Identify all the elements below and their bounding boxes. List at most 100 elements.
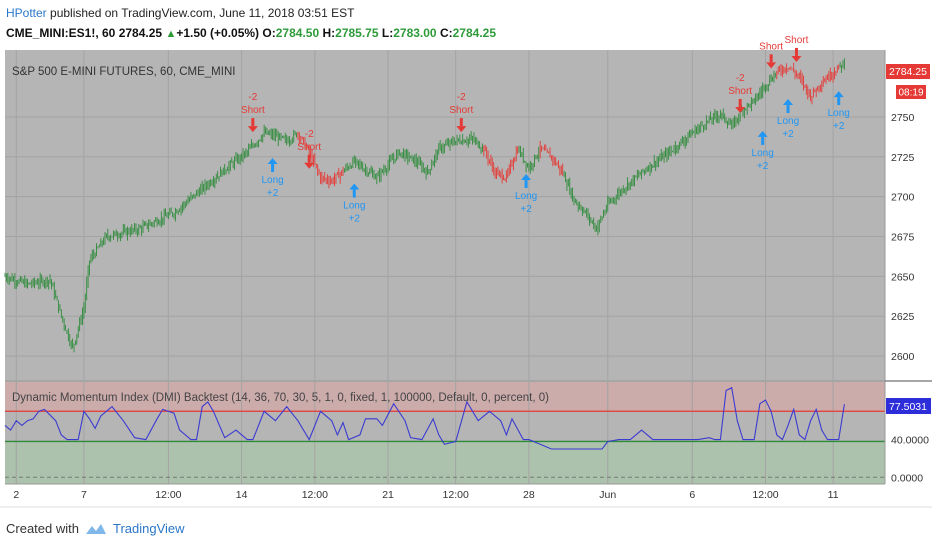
time-tick-label: Jun — [599, 489, 616, 501]
long-signal-qty: +2 — [782, 129, 794, 140]
dmi-indicator-line — [4, 386, 845, 450]
long-signal: Long +2 — [828, 91, 850, 132]
short-signal: -2 Short — [728, 73, 752, 113]
tradingview-logo-icon — [85, 523, 106, 534]
long-signal: Long +2 — [261, 158, 284, 199]
high-label: H: — [322, 26, 336, 40]
time-axis-labels: 2 7 12:00 14 12:00 21 12:00 28 Jun 6 12:00 11 — [13, 489, 838, 501]
time-tick-label: 28 — [523, 489, 535, 501]
main-pane-background — [5, 50, 885, 380]
down-arrow-icon — [304, 162, 315, 169]
up-arrow-icon — [521, 173, 532, 180]
time-tick-label: 11 — [828, 489, 839, 501]
indicator-value-text: 77.5031 — [889, 401, 927, 413]
open-value: 2784.50 — [275, 26, 320, 40]
up-triangle-icon: ▲ — [165, 28, 177, 40]
short-signal-qty: -2 — [248, 92, 257, 103]
down-arrow-icon — [794, 47, 798, 56]
time-tick-label: 12:00 — [155, 489, 181, 501]
indicator-pane-title: Dynamic Momentum Index (DMI) Backtest (1… — [12, 392, 549, 404]
trade-signals: -2 Short Long +2 -2 Short Long +2 -2 Short Long +2 -… — [241, 35, 850, 225]
up-arrow-icon — [757, 130, 768, 137]
low-label: L: — [381, 26, 394, 40]
open-label: O: — [262, 26, 276, 40]
short-signal-label: Short — [449, 105, 473, 116]
close-value: 2784.25 — [452, 26, 497, 40]
tradingview-brand-link[interactable]: TradingView — [112, 521, 185, 536]
published-text: published on TradingView.com, June 11, 2… — [46, 6, 355, 20]
time-tick-label: 7 — [81, 489, 87, 501]
long-signal-qty: +2 — [520, 204, 532, 215]
indicator-axis-labels: 40.0000 0.0000 — [891, 435, 929, 485]
price-axis-labels: 2600 2625 2650 2675 2700 2725 2750 — [891, 112, 915, 363]
price-tick-label: 2625 — [891, 311, 915, 323]
down-arrow-icon — [738, 98, 742, 107]
short-signal-qty: -2 — [457, 92, 466, 103]
last-price: 2784.25 — [118, 26, 163, 40]
up-arrow-icon — [783, 99, 794, 106]
price-tick-label: 2750 — [891, 112, 915, 124]
down-arrow-icon — [735, 106, 746, 113]
down-arrow-icon — [251, 118, 255, 127]
short-signal: -2 Short — [297, 129, 321, 169]
time-axis[interactable] — [0, 484, 932, 506]
up-arrow-icon — [837, 97, 841, 106]
time-tick-label: 6 — [689, 489, 695, 501]
long-signal: Long +2 — [777, 99, 799, 140]
high-value: 2785.75 — [335, 26, 379, 40]
symbol-label: CME_MINI:ES1!, 60 — [6, 26, 116, 40]
close-label: C: — [439, 26, 453, 40]
short-signal-label: Short — [728, 86, 752, 97]
long-signal-qty: +2 — [833, 121, 845, 132]
long-signal-label: Long — [752, 148, 774, 159]
up-arrow-icon — [524, 179, 528, 188]
long-signal-qty: +2 — [349, 214, 361, 225]
down-arrow-icon — [456, 126, 467, 133]
indicator-tick-label: 40.0000 — [891, 435, 929, 447]
publisher-line: HPotter published on TradingView.com, Ju… — [6, 6, 354, 20]
time-tick-label: 14 — [236, 489, 248, 501]
indicator-value-badge — [886, 398, 931, 414]
short-signal-qty: -2 — [305, 129, 314, 140]
long-signal-label: Long — [828, 108, 850, 119]
last-price-badge — [886, 64, 930, 79]
overbought-zone — [5, 382, 885, 412]
short-signal-label: Short — [241, 105, 265, 116]
indicator-grid — [15, 382, 834, 484]
short-signal-label: Short — [297, 142, 321, 153]
down-arrow-icon — [307, 154, 311, 163]
short-signal: Short — [785, 35, 809, 62]
long-signal-label: Long — [261, 175, 283, 186]
up-arrow-icon — [271, 164, 275, 173]
time-tick-label: 21 — [382, 489, 394, 501]
short-signal-qty: -2 — [736, 73, 745, 84]
up-arrow-icon — [761, 136, 765, 145]
up-arrow-icon — [267, 158, 278, 165]
long-signal-label: Long — [515, 191, 537, 202]
long-signal-qty: +2 — [267, 188, 279, 199]
up-arrow-icon — [349, 183, 360, 190]
ohlc-line: CME_MINI:ES1!, 60 2784.25 ▲+1.50 (+0.05%… — [6, 26, 496, 40]
short-signal: Short — [759, 41, 783, 69]
main-pane-title: S&P 500 E-MINI FUTURES, 60, CME_MINI — [12, 66, 235, 78]
price-candles — [4, 58, 845, 353]
last-price-badge-text: 2784.25 — [889, 66, 927, 78]
author-link[interactable]: HPotter — [6, 6, 47, 20]
down-arrow-icon — [766, 62, 777, 69]
price-tick-label: 2725 — [891, 152, 915, 164]
price-tick-label: 2650 — [891, 271, 915, 283]
long-signal: Long +2 — [515, 173, 537, 215]
short-signal: -2 Short — [449, 92, 473, 133]
time-tick-label: 12:00 — [752, 489, 778, 501]
down-arrow-icon — [769, 54, 773, 63]
footer: Created with TradingView — [6, 521, 185, 536]
down-arrow-icon — [459, 118, 463, 127]
time-tick-label: 12:00 — [302, 489, 328, 501]
long-signal-label: Long — [343, 201, 365, 212]
up-arrow-icon — [352, 189, 356, 198]
time-tick-label: 2 — [13, 489, 19, 501]
up-arrow-icon — [786, 105, 790, 114]
price-tick-label: 2700 — [891, 192, 915, 204]
